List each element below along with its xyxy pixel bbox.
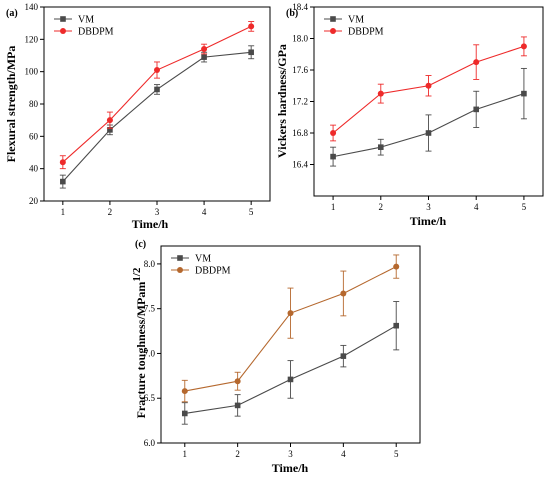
x-tick-label: 5 bbox=[249, 207, 254, 217]
panel-label: (c) bbox=[135, 239, 146, 250]
y-axis-title: Vickers hardness/GPa bbox=[275, 44, 289, 158]
x-tick-label: 3 bbox=[288, 449, 293, 459]
data-point bbox=[473, 106, 480, 113]
data-point bbox=[181, 388, 188, 395]
data-point bbox=[393, 263, 400, 270]
data-point bbox=[107, 127, 113, 133]
data-point bbox=[393, 322, 400, 329]
data-point bbox=[377, 144, 384, 150]
legend-marker bbox=[330, 28, 336, 34]
legend-label: VM bbox=[348, 15, 364, 26]
series-dbdpm bbox=[181, 254, 400, 403]
legend-marker bbox=[330, 16, 336, 22]
y-tick-label: 8.0 bbox=[144, 259, 156, 269]
chart-panel-c: 1 2 3 4 5 6.0 6.5 7.0 7.5 8.0 (c) Time/h Fracture to… bbox=[131, 239, 421, 475]
data-point bbox=[234, 402, 241, 409]
x-tick-label: 4 bbox=[341, 449, 346, 459]
data-point bbox=[330, 130, 337, 136]
data-point bbox=[181, 410, 188, 417]
legend-marker bbox=[60, 16, 66, 22]
y-tick-label: 18.4 bbox=[292, 2, 308, 12]
legend-marker bbox=[177, 255, 183, 261]
panel-label: (b) bbox=[286, 8, 298, 19]
y-tick-label: 6.5 bbox=[144, 393, 156, 403]
data-point bbox=[234, 378, 241, 385]
x-axis-title: Time/h bbox=[272, 461, 309, 475]
legend-marker bbox=[177, 267, 183, 273]
data-point bbox=[473, 59, 480, 66]
x-axis-title: Time/h bbox=[132, 217, 169, 231]
y-tick-label: 80 bbox=[29, 99, 39, 109]
y-tick-label: 7.5 bbox=[144, 304, 156, 314]
legend-label: DBDPM bbox=[78, 27, 114, 38]
y-tick-label: 16.4 bbox=[292, 160, 308, 170]
series-dbdpm bbox=[330, 36, 527, 142]
data-point bbox=[287, 376, 294, 383]
x-tick-label: 5 bbox=[522, 202, 527, 212]
y-tick-label: 16.8 bbox=[292, 128, 308, 138]
y-axis-title: Flexural strength/MPa bbox=[4, 46, 18, 163]
data-point bbox=[106, 117, 113, 124]
series-dbdpm bbox=[59, 21, 255, 170]
x-tick-label: 2 bbox=[235, 449, 240, 459]
x-tick-label: 4 bbox=[474, 202, 479, 212]
x-axis-title: Time/h bbox=[410, 214, 447, 228]
data-point bbox=[59, 159, 66, 166]
series-vm bbox=[330, 67, 527, 167]
data-point bbox=[154, 86, 160, 93]
data-point bbox=[154, 67, 160, 74]
y-tick-label: 60 bbox=[29, 131, 39, 141]
y-tick-label: 20 bbox=[29, 196, 39, 206]
legend-label: DBDPM bbox=[348, 27, 384, 38]
data-point bbox=[520, 43, 527, 50]
y-tick-label: 140 bbox=[25, 2, 39, 12]
data-point bbox=[330, 153, 336, 160]
series-vm bbox=[181, 301, 400, 425]
data-point bbox=[340, 290, 347, 297]
y-axis-title: Fracture toughness/MPam1/2 bbox=[131, 267, 148, 418]
legend-label: VM bbox=[78, 15, 94, 26]
data-point bbox=[248, 23, 255, 30]
data-point bbox=[287, 310, 294, 317]
data-point bbox=[425, 82, 432, 89]
data-point bbox=[340, 353, 347, 359]
legend-marker bbox=[60, 28, 66, 34]
y-tick-label: 6.0 bbox=[144, 438, 156, 448]
data-point bbox=[377, 90, 384, 97]
data-point bbox=[201, 54, 207, 60]
x-tick-label: 2 bbox=[379, 202, 384, 212]
data-point bbox=[425, 130, 432, 136]
legend-label: VM bbox=[195, 254, 211, 265]
y-tick-label: 17.6 bbox=[292, 65, 308, 75]
data-point bbox=[201, 46, 208, 53]
panel-label: (a) bbox=[6, 8, 18, 19]
y-tick-label: 7.0 bbox=[144, 348, 156, 358]
x-tick-label: 2 bbox=[108, 207, 113, 217]
y-tick-label: 40 bbox=[29, 164, 39, 174]
data-point bbox=[60, 178, 66, 185]
data-point bbox=[248, 49, 254, 56]
y-tick-label: 120 bbox=[25, 34, 39, 44]
chart-panel-a: 1 2 3 4 5 20 40 60 80 100 120 140 (a) Time/h Flexural … bbox=[4, 2, 271, 231]
x-tick-label: 5 bbox=[394, 449, 399, 459]
chart-panel-b: 1 2 3 4 5 16.4 16.8 17.2 17.6 18.0 18.4(b) Time/h Vi… bbox=[275, 2, 544, 228]
legend-label: DBDPM bbox=[195, 266, 231, 277]
data-point bbox=[521, 90, 527, 97]
x-tick-label: 1 bbox=[61, 207, 66, 217]
x-tick-label: 3 bbox=[155, 207, 160, 217]
x-tick-label: 1 bbox=[331, 202, 336, 212]
x-tick-label: 1 bbox=[183, 449, 188, 459]
y-tick-label: 100 bbox=[25, 67, 39, 77]
y-tick-label: 18.0 bbox=[292, 34, 308, 44]
x-tick-label: 3 bbox=[426, 202, 431, 212]
y-tick-label: 17.2 bbox=[292, 97, 308, 107]
y-axis-title-superscript: 1/2 bbox=[131, 267, 143, 282]
x-tick-label: 4 bbox=[202, 207, 207, 217]
